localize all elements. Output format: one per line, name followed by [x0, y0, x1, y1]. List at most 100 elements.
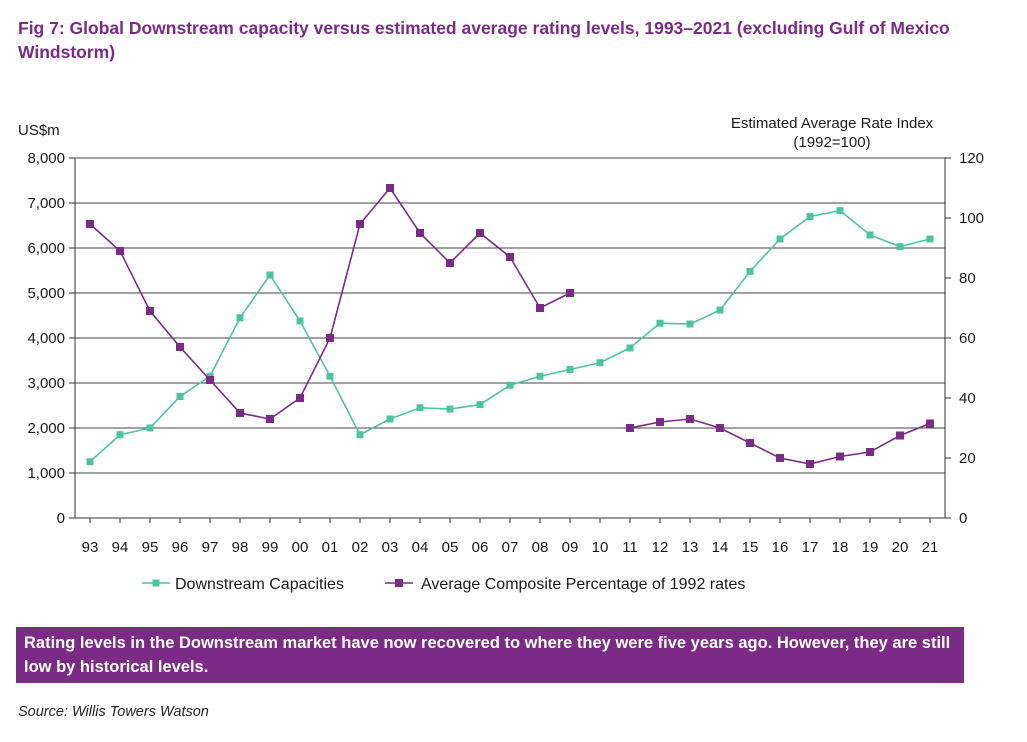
x-axis-tick-label: 02 — [352, 539, 369, 556]
data-point — [446, 259, 454, 267]
data-point — [146, 424, 154, 432]
x-axis-tick-label: 98 — [232, 539, 249, 556]
data-point — [926, 419, 934, 428]
data-point — [476, 229, 484, 237]
data-point — [446, 405, 454, 413]
data-point — [806, 460, 814, 468]
x-axis-tick-label: 03 — [382, 539, 399, 556]
data-point — [566, 289, 574, 297]
data-point — [356, 431, 364, 439]
x-axis-tick-label: 20 — [892, 539, 909, 556]
source-note: Source: Willis Towers Watson — [18, 704, 209, 720]
x-axis-tick-label: 09 — [562, 539, 579, 556]
data-point — [836, 207, 844, 215]
data-point — [686, 320, 694, 328]
callout-box: Rating levels in the Downstream market h… — [16, 627, 964, 683]
x-axis-tick-label: 16 — [772, 539, 789, 556]
data-point — [266, 415, 274, 423]
legend-label: Downstream Capacities — [175, 576, 344, 593]
x-axis-tick-label: 05 — [442, 539, 459, 556]
right-axis-tick-label: 0 — [959, 510, 967, 527]
data-point — [296, 394, 304, 402]
right-axis-tick-label: 60 — [959, 330, 976, 347]
legend-marker — [395, 579, 403, 587]
x-axis-tick-label: 00 — [292, 539, 309, 556]
series-average-composite-rates — [86, 184, 934, 468]
left-axis-tick-label: 7,000 — [27, 195, 65, 212]
data-point — [866, 448, 874, 456]
data-point — [326, 334, 334, 342]
data-point — [476, 401, 484, 409]
right-axis-tick-label: 100 — [959, 210, 984, 227]
data-point — [656, 418, 664, 426]
data-point — [776, 454, 784, 462]
left-axis-tick-label: 8,000 — [27, 150, 65, 167]
legend-label: Average Composite Percentage of 1992 rat… — [421, 576, 745, 593]
right-axis-tick-label: 40 — [959, 390, 976, 407]
data-point — [896, 243, 904, 251]
data-point — [566, 366, 574, 373]
legend-entry: Average Composite Percentage of 1992 rat… — [385, 576, 745, 593]
data-point — [416, 404, 424, 412]
left-axis-tick-label: 6,000 — [27, 240, 65, 257]
x-axis-tick-label: 15 — [742, 539, 759, 556]
x-axis-tick-label: 18 — [832, 539, 849, 556]
legend-marker — [152, 579, 160, 587]
data-point — [86, 458, 94, 466]
data-point — [266, 271, 274, 279]
x-axis-tick-label: 06 — [472, 539, 489, 556]
x-axis-tick-label: 97 — [202, 539, 219, 556]
data-point — [626, 344, 634, 352]
x-axis-tick-label: 96 — [172, 539, 189, 556]
figure-title: Fig 7: Global Downstream capacity versus… — [18, 18, 950, 62]
x-axis-tick-label: 99 — [262, 539, 279, 556]
data-point — [716, 306, 724, 314]
left-axis-tick-label: 5,000 — [27, 285, 65, 302]
right-axis-tick-label: 120 — [959, 150, 984, 167]
left-axis-tick-label: 4,000 — [27, 330, 65, 347]
data-point — [776, 235, 784, 243]
gridlines — [75, 157, 945, 474]
series-downstream-capacities — [86, 207, 934, 466]
data-point — [746, 267, 754, 275]
data-point — [116, 431, 124, 439]
data-point — [176, 343, 184, 351]
data-point — [86, 220, 94, 228]
data-point — [506, 381, 514, 389]
axes: 0 1,000 2,000 3,000 4,000 5,000 6,000 7,000 8,00… — [18, 115, 984, 556]
legend: Downstream Capacities Average Composite P… — [142, 576, 745, 593]
x-axis-tick-label: 21 — [922, 539, 939, 556]
right-axis-tick-label: 80 — [959, 270, 976, 287]
x-axis-tick-label: 17 — [802, 539, 819, 556]
x-axis-tick-label: 10 — [592, 539, 609, 556]
data-point — [836, 452, 844, 461]
x-axis-tick-label: 13 — [682, 539, 699, 556]
x-axis-tick-label: 94 — [112, 539, 129, 556]
x-axis-tick-label: 07 — [502, 539, 519, 556]
right-axis-tick-label: 20 — [959, 450, 976, 467]
data-point — [926, 235, 934, 243]
series-line — [89, 186, 571, 420]
x-axis-tick-label: 12 — [652, 539, 669, 556]
data-point — [656, 319, 664, 327]
data-point — [206, 376, 214, 384]
x-axis-tick-label: 19 — [862, 539, 879, 556]
data-point — [356, 220, 364, 228]
line-chart: 0 1,000 2,000 3,000 4,000 5,000 6,000 7,000 8,00… — [18, 115, 984, 593]
data-point — [176, 393, 184, 400]
data-point — [896, 431, 904, 440]
data-point — [626, 424, 634, 432]
x-axis-tick-label: 04 — [412, 539, 429, 556]
data-point — [716, 424, 724, 432]
left-axis-tick-label: 0 — [57, 510, 65, 527]
left-axis-tick-label: 2,000 — [27, 420, 65, 437]
data-point — [386, 415, 394, 423]
x-axis-tick-label: 08 — [532, 539, 549, 556]
x-axis-tick-label: 93 — [82, 539, 99, 556]
data-point — [866, 231, 874, 239]
data-point — [236, 409, 244, 417]
x-axis-tick-label: 14 — [712, 539, 729, 556]
data-point — [116, 247, 124, 255]
x-axis-tick-label: 11 — [622, 539, 638, 556]
data-point — [686, 415, 694, 423]
